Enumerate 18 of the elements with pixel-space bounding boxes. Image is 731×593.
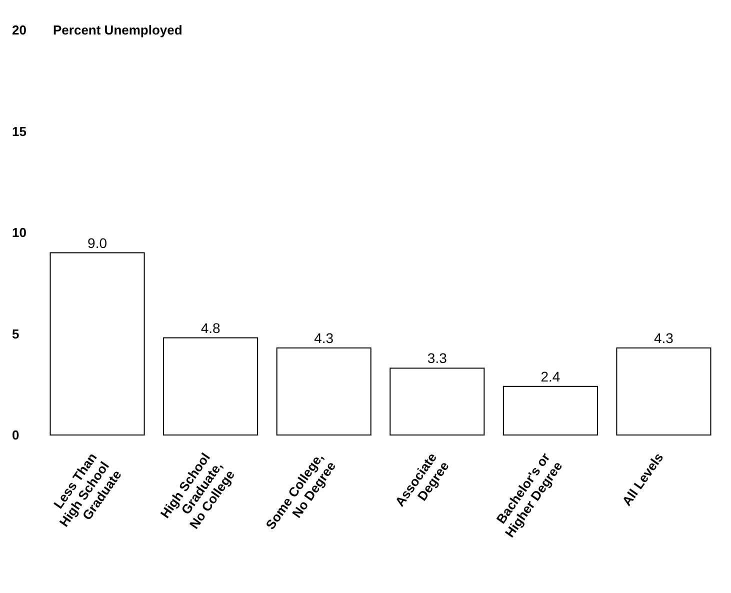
y-axis-title: Percent Unemployed bbox=[53, 22, 182, 38]
data-label: 4.8 bbox=[200, 320, 221, 336]
data-label: 4.3 bbox=[654, 330, 674, 346]
bar bbox=[276, 347, 372, 436]
bar bbox=[163, 337, 258, 436]
data-label: 4.3 bbox=[314, 330, 334, 346]
y-tick-label: 5 bbox=[12, 326, 20, 342]
y-tick-label: 0 bbox=[12, 428, 20, 443]
bar bbox=[50, 252, 145, 436]
data-label: 2.4 bbox=[540, 368, 560, 384]
data-label: 9.0 bbox=[88, 234, 108, 251]
data-label: 3.3 bbox=[427, 350, 448, 366]
bar bbox=[390, 368, 485, 436]
y-tick-label: 20 bbox=[12, 22, 26, 38]
y-tick-label: 15 bbox=[12, 124, 26, 139]
y-tick-label: 10 bbox=[12, 225, 26, 240]
bar bbox=[502, 386, 598, 436]
bar bbox=[616, 347, 712, 436]
